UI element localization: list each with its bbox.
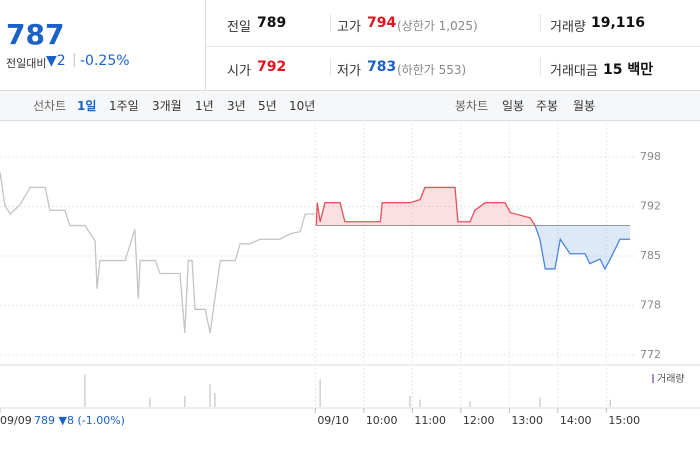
x-tick-label: 13:00 [511,414,543,427]
annotation: 789 ▼8 (-1.00%) [34,414,125,427]
x-tick-label: 14:00 [560,414,592,427]
stat-note: (상한가 1,025) [397,19,478,33]
stat-label: 시가 [227,64,251,79]
volume-bar [409,395,411,407]
y-tick-label: 798 [640,150,661,163]
volume-bar [609,399,612,407]
stat-label: 저가 [337,64,361,79]
volume-bar [319,379,321,407]
tab[interactable]: 1주일 [109,99,139,113]
price-line-up [315,186,536,226]
stat-value: 792 [257,59,287,75]
col-sep [540,58,541,76]
col-sep [330,58,331,76]
stat-label: 전일 [227,20,251,35]
separator: | [72,52,77,68]
volume-bar [84,374,86,407]
y-tick-label: 785 [640,249,661,262]
price: 787 [6,18,65,51]
legend-swatch [652,374,654,383]
x-tick-label: 09/10 [317,414,349,427]
volume-bar [539,397,541,407]
divider [206,46,700,47]
area-down [316,225,631,269]
y-tick-label: 772 [640,348,661,361]
tab[interactable]: 3개월 [152,99,182,113]
y-tick-label: 792 [640,199,661,212]
legend: 거래량 [657,373,685,385]
y-tick-label: 778 [640,299,661,312]
volume-bar [184,395,186,407]
tab[interactable]: 1년 [195,99,214,113]
x-tick-label: 11:00 [414,414,446,427]
x-tick-label: 10:00 [366,414,398,427]
price-line [0,172,315,334]
change-label: 전일대비 [6,57,47,70]
x-tick-label: 12:00 [463,414,495,427]
stat-value: 15 백만 [603,62,654,78]
tab: 선차트 [33,99,67,113]
x-tick-label: 15:00 [608,414,640,427]
tab[interactable]: 1일 [77,99,97,113]
price-line-down [316,225,631,271]
change: ▼2 [46,53,66,69]
stat-value: 783 [367,59,397,75]
summary-box [0,0,206,90]
tab[interactable]: 10년 [289,99,316,113]
volume-bar [214,393,216,407]
tab[interactable]: 일봉 [502,99,525,113]
stat-value: 789 [257,15,287,31]
stat-note: (하한가 553) [397,63,467,77]
stat-label: 고가 [337,20,361,35]
area-up [316,187,536,226]
stat-value: 794 [367,15,397,31]
volume-bar [209,383,211,407]
tab: 봉차트 [455,99,489,113]
stat-label: 거래량 [550,20,586,35]
x-tick-label: 09/09 [0,414,32,427]
volume-bar [419,399,421,407]
col-sep [540,14,541,32]
volume-bar [149,397,151,407]
tab[interactable]: 3년 [227,99,246,113]
tab[interactable]: 5년 [258,99,277,113]
change-pct: -0.25% [80,53,130,69]
volume-bar [469,401,471,407]
stat-value: 19,116 [591,15,646,31]
tab-bar [0,90,700,121]
tab[interactable]: 월봉 [573,99,596,113]
col-sep [330,14,331,32]
tab[interactable]: 주봉 [536,99,559,113]
stat-label: 거래대금 [550,64,598,79]
chart: 772 778 785 792 798 09/09 09/10 10:00 11:00 12:00… [0,120,700,427]
